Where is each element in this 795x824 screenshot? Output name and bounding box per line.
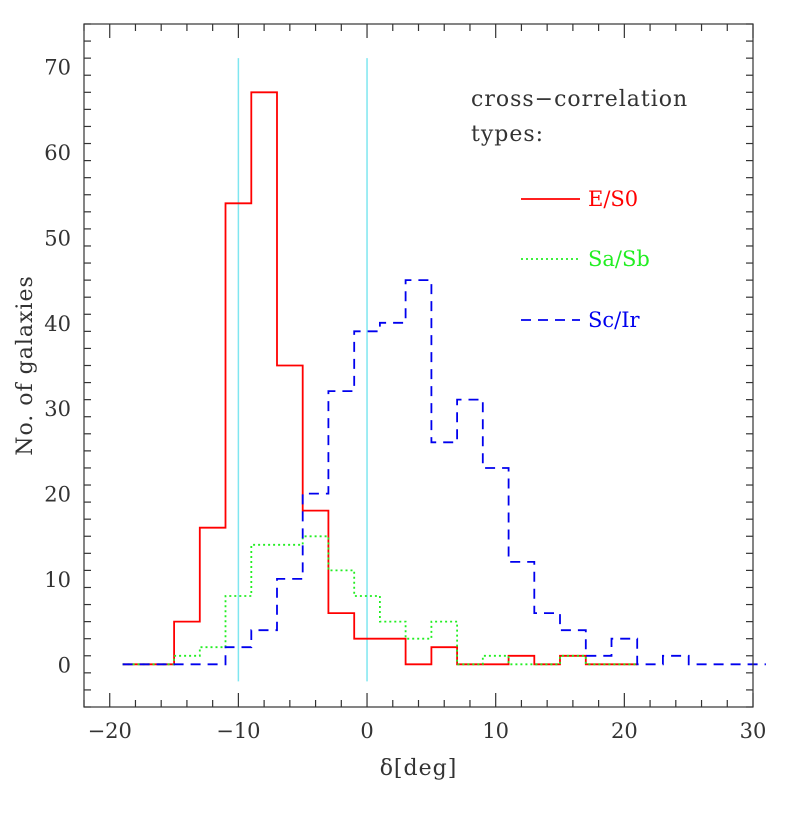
y-tick-label: 10 [44, 568, 71, 592]
x-tick-label: 0 [360, 719, 373, 743]
legend-title-line-2: types: [471, 122, 544, 147]
x-tick-label: 10 [482, 719, 509, 743]
x-tick-label: −20 [88, 719, 132, 743]
axis-ticks [83, 23, 754, 708]
plot-frame [83, 23, 754, 708]
x-tick-label: 20 [611, 719, 638, 743]
x-tick-label: 30 [740, 719, 767, 743]
reference-lines [237, 58, 368, 682]
x-axis-label: δ[deg] [380, 756, 458, 781]
series-line-sc-ir [122, 279, 766, 666]
y-tick-label: 20 [44, 483, 71, 507]
legend-title-line-1: cross−correlation [471, 87, 688, 112]
legend: cross−correlation types: E/S0 Sa/Sb Sc/Ir [471, 87, 688, 332]
y-tick-label: 60 [44, 141, 71, 165]
x-tick-label: −10 [216, 719, 260, 743]
legend-entries: E/S0 Sa/Sb Sc/Ir [521, 187, 650, 332]
series-layer [122, 91, 766, 666]
y-tick-label: 30 [44, 397, 71, 421]
y-tick-label: 0 [58, 653, 71, 677]
legend-label: E/S0 [588, 187, 638, 211]
y-tick-label: 70 [44, 56, 71, 80]
y-tick-label: 40 [44, 312, 71, 336]
legend-label: Sa/Sb [588, 247, 650, 271]
tick-labels: −20 −10 0 10 20 30 0 10 20 30 40 50 60 70 [44, 56, 766, 743]
y-axis-label: No. of galaxies [13, 275, 38, 456]
series-line-sa-sb [122, 535, 638, 666]
y-tick-label: 50 [44, 226, 71, 250]
series-line-e-s0 [122, 91, 638, 666]
legend-label: Sc/Ir [588, 308, 641, 332]
